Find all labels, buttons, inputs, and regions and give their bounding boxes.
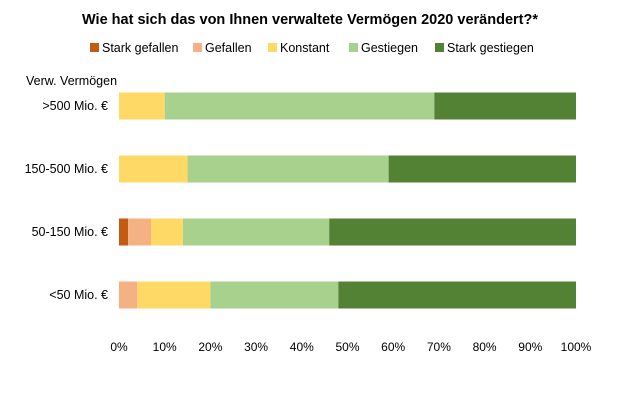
x-tick-label: 100% xyxy=(561,340,592,354)
bar-segment-konstant xyxy=(119,155,188,183)
bars xyxy=(119,92,576,309)
x-tick-label: 50% xyxy=(335,340,359,354)
bar-segment-gefallen xyxy=(128,218,151,246)
legend-item-stark-gefallen: Stark gefallen xyxy=(90,41,178,55)
category-label: >500 Mio. € xyxy=(42,99,108,113)
bar-segment-stark-gestiegen xyxy=(329,218,576,246)
x-tick-label: 30% xyxy=(244,340,268,354)
legend-swatch xyxy=(349,43,358,52)
category-label: 50-150 Mio. € xyxy=(32,225,108,239)
legend-swatch xyxy=(193,43,202,52)
chart-title: Wie hat sich das von Ihnen verwaltete Ve… xyxy=(82,12,538,28)
bar-segment-stark-gestiegen xyxy=(434,92,576,120)
x-axis-ticks: 0% 10% 20% 30% 40% 50% 60% 70% 80% 90% 100% xyxy=(110,340,591,354)
legend-item-gefallen: Gefallen xyxy=(193,41,252,55)
x-tick-label: 10% xyxy=(153,340,177,354)
x-tick-label: 40% xyxy=(290,340,314,354)
legend-label: Stark gestiegen xyxy=(447,41,534,55)
x-tick-label: 0% xyxy=(110,340,128,354)
x-tick-label: 60% xyxy=(381,340,405,354)
x-tick-label: 90% xyxy=(518,340,542,354)
y-axis-title: Verw. Vermögen xyxy=(26,74,117,88)
category-label: <50 Mio. € xyxy=(49,288,108,302)
x-tick-label: 20% xyxy=(198,340,222,354)
bar-segment-gestiegen xyxy=(182,218,330,246)
bar-segment-konstant xyxy=(137,281,211,309)
legend-item-gestiegen: Gestiegen xyxy=(349,41,418,55)
bar-segment-konstant xyxy=(119,92,165,120)
legend-label: Gefallen xyxy=(205,41,252,55)
category-labels: >500 Mio. € 150-500 Mio. € 50-150 Mio. € <5… xyxy=(25,99,108,302)
bar-segment-stark-gefallen xyxy=(119,218,129,246)
bar-segment-gefallen xyxy=(119,281,138,309)
bar-segment-stark-gestiegen xyxy=(388,155,576,183)
legend-label: Stark gefallen xyxy=(102,41,178,55)
legend-swatch xyxy=(90,43,99,52)
legend-swatch xyxy=(268,43,277,52)
legend-label: Gestiegen xyxy=(361,41,418,55)
bar-segment-gestiegen xyxy=(210,281,339,309)
bar-segment-konstant xyxy=(150,218,183,246)
bar-segment-stark-gestiegen xyxy=(338,281,576,309)
category-label: 150-500 Mio. € xyxy=(25,162,108,176)
x-tick-label: 70% xyxy=(427,340,451,354)
legend-item-stark-gestiegen: Stark gestiegen xyxy=(435,41,534,55)
legend-label: Konstant xyxy=(280,41,330,55)
legend: Stark gefallen Gefallen Konstant Gestiegen S… xyxy=(90,41,534,55)
bar-segment-gestiegen xyxy=(164,92,435,120)
bar-segment-gestiegen xyxy=(187,155,389,183)
x-tick-label: 80% xyxy=(473,340,497,354)
legend-item-konstant: Konstant xyxy=(268,41,330,55)
legend-swatch xyxy=(435,43,444,52)
